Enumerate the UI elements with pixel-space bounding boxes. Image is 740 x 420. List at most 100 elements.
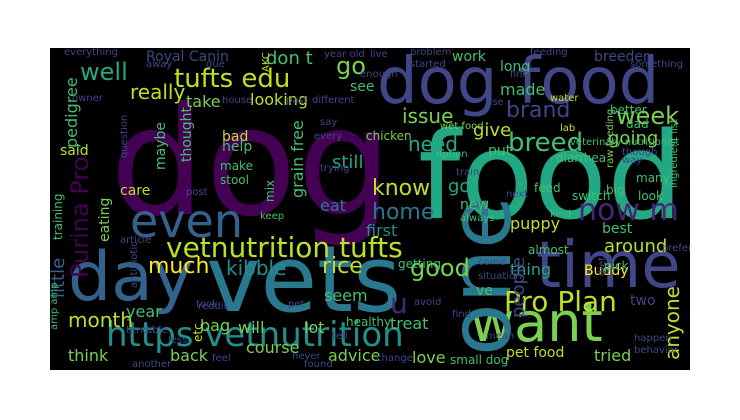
word-cloud-term: veterinary nutritionist <box>570 137 680 148</box>
word-cloud-term: feeding <box>530 48 568 58</box>
word-cloud-term: dog <box>110 76 393 250</box>
word-cloud-term: mix <box>263 179 277 202</box>
word-cloud-term: tufts edu <box>174 64 291 94</box>
word-cloud-term: Pro Plan <box>504 285 617 318</box>
word-cloud-term: give <box>473 120 512 141</box>
word-cloud-term: https vetnutrition <box>106 315 404 355</box>
word-cloud-term: much <box>148 254 210 279</box>
word-cloud-term: next <box>506 189 529 200</box>
word-cloud-term: way <box>622 155 643 166</box>
word-cloud-term: said <box>60 143 89 159</box>
word-cloud-term: will <box>238 318 265 337</box>
word-cloud-term: kind <box>550 209 572 220</box>
word-cloud-term: another <box>132 359 172 370</box>
word-cloud-term: come <box>478 257 506 268</box>
word-cloud-term: lot <box>304 318 325 337</box>
word-cloud-term: switch <box>572 189 611 203</box>
word-cloud-term: antibiotic <box>129 241 140 288</box>
word-cloud-term: took <box>196 299 218 310</box>
word-cloud-term: people <box>508 256 529 318</box>
word-cloud-term: train <box>456 167 480 178</box>
word-cloud-term: help <box>222 139 253 155</box>
word-cloud-term: now m <box>578 193 679 228</box>
word-cloud-term: thing <box>510 260 552 279</box>
word-cloud-term: made <box>500 80 546 99</box>
word-cloud-term: find <box>452 309 471 320</box>
word-cloud-term: Purina Pro <box>66 156 94 278</box>
word-cloud-term: best <box>602 221 633 237</box>
word-cloud-term: advice <box>328 346 381 365</box>
word-cloud-term: Royal Canin <box>146 49 229 65</box>
word-cloud-term: love <box>412 348 446 367</box>
word-cloud-term: dog food <box>377 48 660 119</box>
word-cloud-term: go <box>336 52 366 80</box>
word-cloud-term: breed <box>508 128 584 158</box>
word-cloud-term: home <box>372 200 435 225</box>
word-cloud-term: due <box>206 59 225 70</box>
word-cloud-term: brand <box>506 98 571 123</box>
word-cloud-term: away <box>146 59 173 70</box>
word-cloud-term: question <box>119 114 130 158</box>
word-cloud-term: training <box>51 193 65 241</box>
word-cloud-term: keep <box>260 211 285 222</box>
word-cloud-term: post <box>186 187 208 198</box>
word-cloud-term: house <box>222 95 253 106</box>
word-cloud-term: pedigree <box>62 77 81 148</box>
word-cloud-term: option <box>436 149 468 160</box>
word-cloud-term: behavior <box>634 345 678 356</box>
word-cloud-term: vets <box>206 226 402 333</box>
word-cloud-term: time <box>536 229 681 303</box>
word-cloud-term: got <box>448 176 478 197</box>
word-cloud-term: bag <box>200 316 231 335</box>
word-cloud-term: prefer <box>662 243 690 254</box>
word-cloud-term: thought <box>179 106 195 162</box>
word-cloud-term: u <box>390 287 408 320</box>
word-cloud-term: stool <box>220 173 249 187</box>
word-cloud-term: reddit <box>198 301 228 312</box>
word-cloud-term: first <box>366 221 398 240</box>
word-cloud-term: treat <box>390 314 429 333</box>
word-cloud-term: better <box>610 103 647 117</box>
word-cloud-term: think <box>68 346 109 365</box>
word-cloud-term: water <box>550 93 579 104</box>
word-cloud-term: year old <box>324 49 365 60</box>
word-cloud-term: change <box>376 353 413 364</box>
word-cloud-term: found <box>304 359 333 370</box>
word-cloud-term: feel <box>212 353 231 364</box>
word-cloud-term: happen <box>634 333 672 344</box>
word-cloud-term: make <box>220 159 253 173</box>
word-cloud-term: back <box>170 346 209 365</box>
word-cloud-term: feed <box>534 181 561 195</box>
word-cloud-term: put <box>488 143 512 159</box>
word-cloud-term: really <box>130 80 186 104</box>
word-cloud-term: though <box>622 147 658 158</box>
word-cloud-term: never <box>292 351 321 362</box>
word-cloud-term: eating <box>97 197 113 242</box>
word-cloud-term: rice <box>322 254 363 279</box>
word-cloud-term: almost <box>528 243 569 257</box>
word-cloud-term: see <box>350 79 375 95</box>
word-cloud-term: small dog <box>450 353 509 367</box>
word-cloud-term: maybe <box>153 121 169 170</box>
word-cloud-term: breeder <box>594 49 649 65</box>
word-cloud-term: started <box>410 59 446 70</box>
word-cloud-term: big <box>606 183 625 197</box>
word-cloud-term: Buddy <box>584 263 629 279</box>
word-cloud-term: care <box>120 183 151 199</box>
word-cloud-term: puppy <box>510 214 561 233</box>
word-cloud-term: ingredient list <box>669 119 680 188</box>
word-cloud-term: new <box>460 197 489 213</box>
word-cloud-term: AKC <box>261 52 272 72</box>
word-cloud-term: chicken <box>366 129 412 143</box>
word-cloud-term: situation <box>478 271 522 282</box>
word-cloud-term: need <box>408 132 458 156</box>
word-cloud-term: everything <box>64 48 118 58</box>
word-cloud-term: less <box>168 335 188 346</box>
word-cloud-term: well <box>80 58 128 86</box>
word-cloud-term: always <box>460 213 495 224</box>
word-cloud-term: work <box>452 49 486 65</box>
word-cloud-term: ve <box>476 283 493 299</box>
word-cloud-term: live <box>370 49 388 60</box>
word-cloud-term: long <box>500 59 531 75</box>
word-cloud-term: don t <box>266 48 313 69</box>
